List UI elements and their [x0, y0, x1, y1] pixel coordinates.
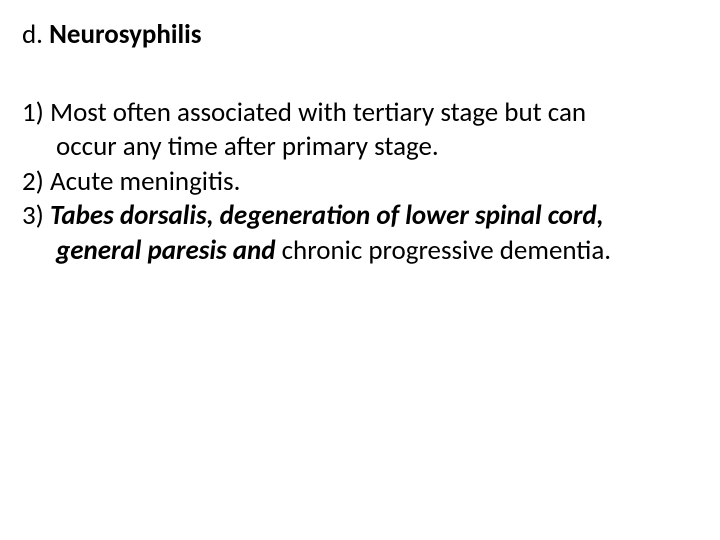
item-text: general paresis and: [56, 234, 282, 267]
item-text-line: general paresis and chronic progressive …: [22, 234, 698, 269]
item-text: occur any time after primary stage.: [22, 130, 698, 165]
list-item: 2) Acute meningitis.: [22, 165, 698, 200]
list-item: 3) Tabes dorsalis, degeneration of lower…: [22, 199, 698, 268]
item-text: Acute meningitis.: [50, 165, 240, 198]
item-number: 3): [22, 199, 50, 232]
section-heading: d. Neurosyphilis: [22, 18, 698, 52]
item-text: Tabes dorsalis, degeneration of lower sp…: [50, 199, 604, 232]
heading-label: d.: [22, 18, 49, 51]
item-number: 1): [22, 96, 50, 129]
item-number: 2): [22, 165, 50, 198]
heading-title: Neurosyphilis: [49, 18, 201, 51]
item-text: chronic progressive dementia.: [282, 234, 611, 267]
list-item: 1) Most often associated with tertiary s…: [22, 96, 698, 165]
numbered-list: 1) Most often associated with tertiary s…: [22, 96, 698, 269]
item-text: Most often associated with tertiary stag…: [50, 96, 586, 129]
